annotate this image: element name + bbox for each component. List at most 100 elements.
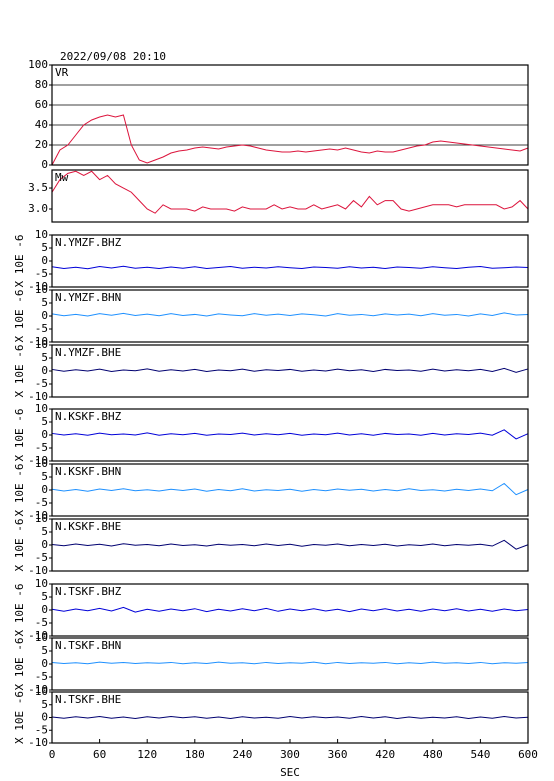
y-tick-label: 0 <box>41 657 48 670</box>
panel-label: N.YMZF.BHZ <box>55 236 122 249</box>
y-tick-label: -5 <box>35 551 48 564</box>
panel-frame <box>51 344 529 398</box>
panel-label: N.TSKF.BHZ <box>55 585 122 598</box>
y-tick-label: 60 <box>35 98 48 111</box>
series-line <box>51 367 529 373</box>
y-tick-label: 80 <box>35 78 48 91</box>
panel-label: N.TSKF.BHE <box>55 693 121 706</box>
x-tick-label: 420 <box>375 748 395 761</box>
y-tick-label: -5 <box>35 267 48 280</box>
panel-label: Mw <box>55 171 69 184</box>
series-line <box>51 312 529 317</box>
y-tick-label: 3.0 <box>28 202 48 215</box>
y-axis-label: X 10E -6 <box>13 345 26 398</box>
y-axis-label: X 10E -6 <box>13 638 26 691</box>
y-tick-label: 5 <box>41 590 48 603</box>
panel-label: N.YMZF.BHN <box>55 291 121 304</box>
panel-frame <box>51 169 529 223</box>
y-tick-label: -10 <box>28 564 48 577</box>
y-tick-label: 10 <box>35 577 48 590</box>
x-tick-label: 0 <box>49 748 56 761</box>
y-tick-label: -5 <box>35 377 48 390</box>
y-tick-label: -10 <box>28 683 48 696</box>
y-tick-label: 20 <box>35 138 48 151</box>
y-tick-label: 0 <box>41 364 48 377</box>
y-tick-label: 10 <box>35 338 48 351</box>
chart-title: 2022/09/08 20:10 <box>60 50 166 63</box>
x-axis-label: SEC <box>280 766 300 779</box>
y-tick-label: -10 <box>28 736 48 749</box>
y-axis-label: X 10E -6 <box>13 584 26 637</box>
panel-label: N.KSKF.BHZ <box>55 410 122 423</box>
series-line <box>51 661 529 665</box>
y-tick-label: 0 <box>41 603 48 616</box>
y-tick-label: 5 <box>41 241 48 254</box>
series-line <box>51 539 529 550</box>
y-tick-label: 10 <box>35 685 48 698</box>
y-axis-label: X 10E -6 <box>13 691 26 744</box>
y-axis-label: X 10E -6 <box>13 235 26 288</box>
y-tick-label: -10 <box>28 629 48 642</box>
y-tick-label: 5 <box>41 525 48 538</box>
y-tick-label: 0 <box>41 309 48 322</box>
y-tick-label: -10 <box>28 454 48 467</box>
x-tick-label: 180 <box>185 748 205 761</box>
y-tick-label: 40 <box>35 118 48 131</box>
panel-frame <box>51 463 529 517</box>
series-line <box>51 715 529 720</box>
y-axis-label: X 10E -6 <box>13 290 26 343</box>
y-tick-label: 0 <box>41 428 48 441</box>
y-axis-label: X 10E -6 <box>13 464 26 517</box>
y-tick-label: 100 <box>28 58 48 71</box>
panel-frame <box>51 234 529 288</box>
y-tick-label: -5 <box>35 441 48 454</box>
series-line <box>51 265 529 270</box>
y-tick-label: 5 <box>41 644 48 657</box>
y-tick-label: -10 <box>28 390 48 403</box>
panel-frame <box>51 518 529 572</box>
y-tick-label: 0 <box>41 483 48 496</box>
y-tick-label: -10 <box>28 509 48 522</box>
panel-frame <box>51 289 529 343</box>
x-tick-label: 60 <box>93 748 106 761</box>
y-tick-label: 10 <box>35 631 48 644</box>
series-line <box>51 429 529 440</box>
y-tick-label: -10 <box>28 335 48 348</box>
y-tick-label: 10 <box>35 283 48 296</box>
y-tick-label: 0 <box>41 711 48 724</box>
panel-frame <box>51 64 529 166</box>
y-tick-label: 5 <box>41 296 48 309</box>
y-tick-label: 0 <box>41 254 48 267</box>
x-tick-label: 480 <box>423 748 443 761</box>
x-tick-label: 360 <box>328 748 348 761</box>
series-line <box>51 114 529 166</box>
y-tick-label: 10 <box>35 228 48 241</box>
panel-label: N.KSKF.BHE <box>55 520 121 533</box>
series-line <box>51 606 529 613</box>
y-tick-label: 5 <box>41 470 48 483</box>
y-tick-label: -5 <box>35 616 48 629</box>
y-tick-label: 0 <box>41 538 48 551</box>
series-line <box>51 482 529 496</box>
panel-label: N.YMZF.BHE <box>55 346 121 359</box>
panel-frame <box>51 583 529 637</box>
y-tick-label: 5 <box>41 415 48 428</box>
x-tick-label: 240 <box>232 748 252 761</box>
y-tick-label: 5 <box>41 698 48 711</box>
y-tick-label: -5 <box>35 723 48 736</box>
y-tick-label: -5 <box>35 670 48 683</box>
x-tick-label: 540 <box>470 748 490 761</box>
panel-label: N.KSKF.BHN <box>55 465 121 478</box>
y-tick-label: 10 <box>35 457 48 470</box>
y-axis-label: X 10E -6 <box>13 409 26 462</box>
y-tick-label: -5 <box>35 322 48 335</box>
y-tick-label: 0 <box>41 158 48 171</box>
panel-frame <box>51 408 529 462</box>
y-tick-label: 10 <box>35 402 48 415</box>
y-axis-label: X 10E -6 <box>13 519 26 572</box>
panel-frame <box>51 637 529 691</box>
panel-frame <box>51 691 529 744</box>
y-tick-label: 5 <box>41 351 48 364</box>
y-tick-label: -5 <box>35 496 48 509</box>
